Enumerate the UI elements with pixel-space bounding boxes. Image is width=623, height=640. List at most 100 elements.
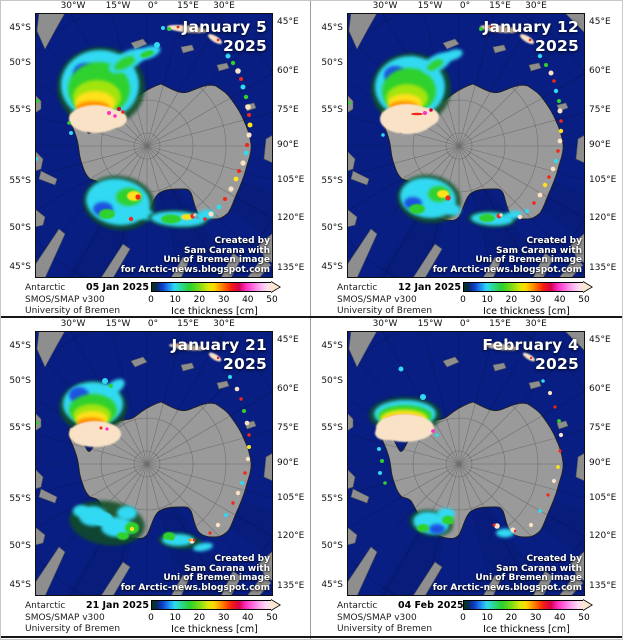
product-label: SMOS/SMAP v300 [337,612,417,623]
latitude-label: 50°S [9,541,31,551]
latitude-label: 45°S [9,580,31,590]
institution-label: University of Bremen [337,624,433,634]
latitude-label: 55°S [9,105,31,115]
colorbar-gradient [463,600,584,610]
product-info: Antarctic 12 Jan 2025 SMOS/SMAP v300 Univ… [337,282,461,318]
longitude-label: 120°E [277,531,305,541]
longitude-label: 60°E [277,66,299,76]
ice-thickness-colorbar: 0 10 20 30 40 50 Ice thickness [cm] [460,281,603,318]
latitude-label: 50°S [321,58,343,68]
latitude-label: 50°S [321,223,343,233]
longitude-label: 120°E [277,213,305,223]
colorbar-tick: 50 [578,613,590,623]
longitude-label: 30°E [213,319,235,329]
colorbar-arrow [583,282,592,292]
longitude-label: 135°E [589,263,617,273]
longitude-label: 60°E [589,66,611,76]
credits-line: for Arctic-news.blogspot.com [120,583,270,594]
longitude-label: 0° [459,319,471,329]
colorbar-label: Ice thickness [cm] [483,624,570,635]
antarctic-sea-ice-map [35,331,273,596]
title-line-2: 2025 [535,37,579,55]
credits-text: Created by Sam Carana with Uni of Bremen i… [432,554,582,594]
colorbar-tick: 0 [148,295,154,305]
credits-line: Created by [214,235,270,246]
longitude-label: 0° [147,319,159,329]
credits-line: Created by [214,553,270,564]
colorbar-arrow [271,600,280,610]
credits-line: Sam Carana with [496,563,582,574]
latitude-label: 50°S [9,58,31,68]
latitude-label: 50°S [321,376,343,386]
colorbar-tick: 50 [266,295,278,305]
longitude-label: 45°E [277,335,299,345]
latitude-label: 55°S [321,105,343,115]
longitude-label: 105°E [277,493,305,503]
longitude-label: 105°E [277,175,305,185]
longitude-label: 15°E [177,319,199,329]
panel-date-title: January 21 2025 [172,336,267,374]
colorbar-tick: 40 [242,295,254,305]
credits-text: Created by Sam Carana with Uni of Bremen i… [120,553,270,594]
antarctic-sea-ice-map [35,13,273,278]
colorbar-tick: 30 [529,295,542,305]
colorbar-tick: 30 [529,613,542,623]
longitude-label: 30°W [372,319,398,329]
credits-line: Created by [526,235,582,246]
colorbar-tick: 40 [554,613,566,623]
latitude-label: 45°S [321,580,343,590]
credits-line: for Arctic-news.blogspot.com [432,583,582,594]
longitude-label: 135°E [277,581,305,591]
panel-divider-vertical [310,1,311,639]
longitude-label: 75°E [589,105,611,115]
credits-line: Sam Carana with [496,245,582,256]
product-label: SMOS/SMAP v300 [337,294,417,305]
credits-line: Uni of Bremen image [163,573,270,584]
latitude-label: 50°S [321,541,343,551]
region-label: Antarctic [337,601,378,611]
credits-line: Sam Carana with [184,563,270,574]
latitude-label: 55°S [9,494,31,504]
colorbar-gradient [151,282,272,292]
longitude-label: 60°E [277,384,299,394]
panel-date-title: February 4 2025 [482,336,579,374]
longitude-label: 75°E [277,105,299,115]
map-date: 04 Feb 2025 [398,600,464,611]
longitude-label: 30°E [213,1,235,11]
longitude-label: 30°W [372,1,398,11]
longitude-label: 90°E [277,458,299,468]
region-label: Antarctic [25,283,66,293]
longitude-label: 75°E [277,423,299,433]
map-date: 05 Jan 2025 [86,282,149,293]
colorbar-tick: 0 [460,295,466,305]
colorbar-tick: 20 [505,295,518,305]
colorbar-tick: 40 [554,295,566,305]
longitude-label: 15°E [489,1,511,11]
longitude-label: 15°W [105,1,131,11]
bottom-border-line [1,636,622,638]
longitude-label: 105°E [589,175,617,185]
latitude-label: 55°S [321,176,343,186]
longitude-label: 15°W [105,319,131,329]
credits-line: Sam Carana with [184,245,270,256]
panel-date-title: January 12 2025 [484,18,579,56]
title-line-2: 2025 [535,355,579,373]
latitude-label: 45°S [9,341,31,351]
colorbar-tick: 10 [169,295,181,305]
longitude-label: 45°E [589,17,611,27]
panel-february-4: 30°W 15°W 0° 15°E 30°E 45°S 50°S 55°S 55°S 50°S 4… [313,319,622,639]
colorbar-label: Ice thickness [cm] [483,306,570,317]
antarctic-sea-ice-map [347,13,585,278]
colorbar-tick: 40 [242,613,254,623]
colorbar-tick: 0 [148,613,154,623]
longitude-label: 0° [459,1,471,11]
institution-label: University of Bremen [337,306,433,316]
panel-january-5: 30°W 15°W 0° 15°E 30°E 45°S 50°S 55°S 55°S 50°S 4… [1,1,312,321]
region-label: Antarctic [337,283,378,293]
longitude-label: 0° [147,1,159,11]
longitude-label: 30°E [525,319,547,329]
longitude-label: 15°E [177,1,199,11]
product-label: SMOS/SMAP v300 [25,294,105,305]
latitude-label: 55°S [321,423,343,433]
